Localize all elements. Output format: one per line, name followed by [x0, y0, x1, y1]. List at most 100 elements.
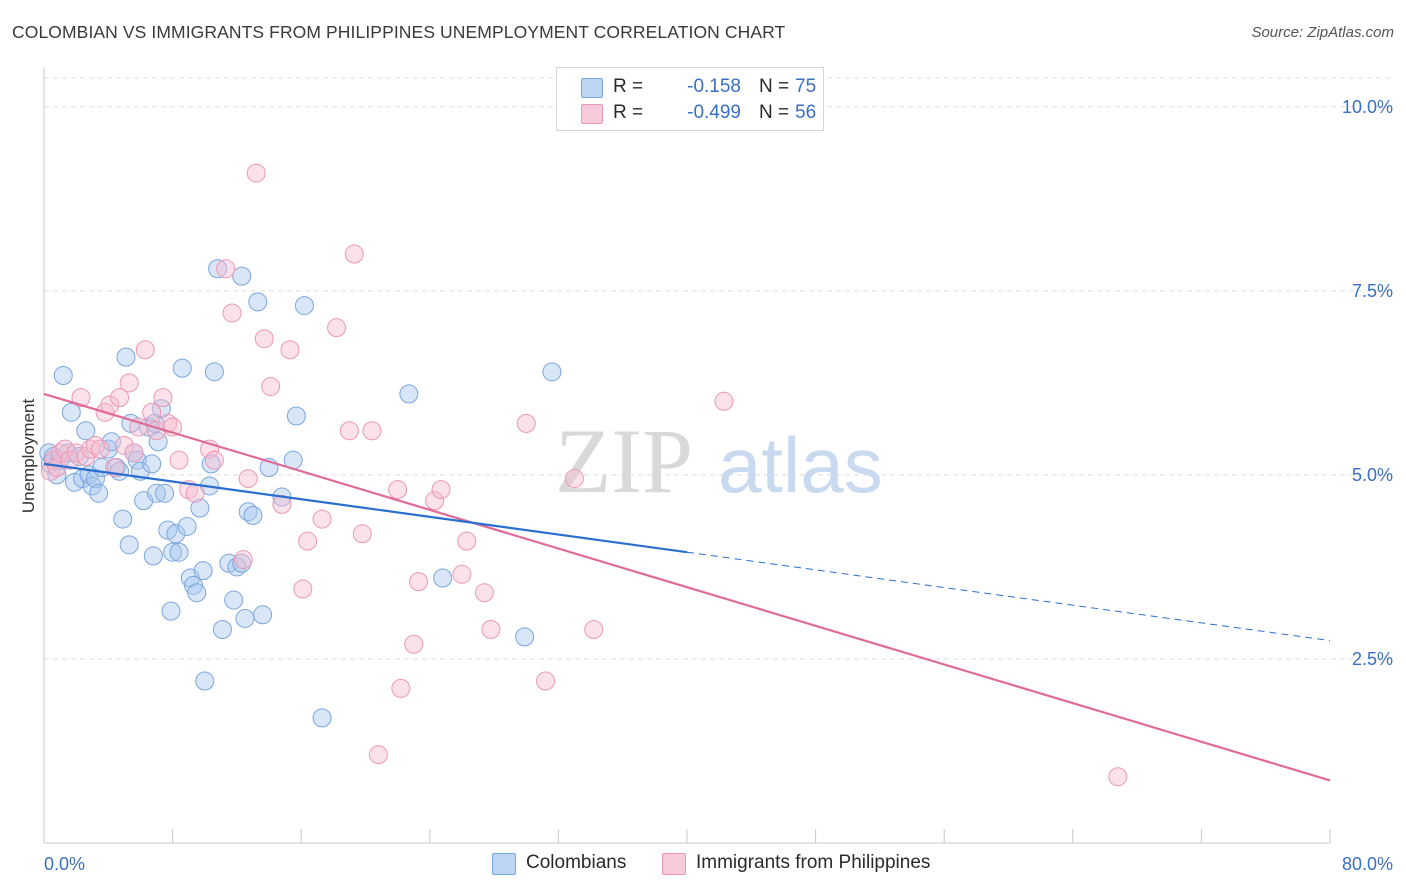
legend-r-value: -0.158 [687, 76, 741, 97]
data-point-colombians [169, 542, 189, 562]
data-point-philippines [564, 469, 584, 489]
data-point-colombians [515, 627, 535, 647]
data-point-colombians [312, 708, 332, 728]
data-point-colombians [76, 421, 96, 441]
data-point-colombians [212, 620, 232, 640]
data-point-philippines [272, 494, 292, 514]
data-point-colombians [147, 483, 167, 503]
data-point-colombians [224, 590, 244, 610]
data-point-philippines [409, 572, 429, 592]
y-axis-label: Unemployment [19, 399, 38, 514]
data-point-philippines [261, 377, 281, 397]
y-tick-label: 7.5% [1352, 281, 1393, 301]
legend-n-label: N = [759, 76, 790, 97]
data-point-colombians [113, 509, 133, 529]
data-point-philippines [233, 550, 253, 570]
data-point-philippines [66, 443, 86, 463]
axes [43, 68, 1331, 844]
data-point-colombians [542, 362, 562, 382]
data-point-colombians [116, 347, 136, 367]
data-point-philippines [135, 340, 155, 360]
legend-swatch-pink [581, 104, 603, 124]
data-point-colombians [204, 362, 224, 382]
tick-labels: 2.5% 5.0% 7.5% 10.0% 0.0% 80.0% [44, 97, 1393, 874]
data-point-philippines [474, 583, 494, 603]
watermark-zip: ZIP [555, 410, 693, 512]
data-point-philippines [60, 450, 80, 470]
data-point-philippines [119, 373, 139, 393]
source-label: Source: ZipAtlas.com [1251, 24, 1394, 41]
data-point-philippines [312, 509, 332, 529]
legend-r-label: R = [613, 76, 644, 97]
data-point-colombians [253, 605, 273, 625]
data-point-philippines [280, 340, 300, 360]
data-point-philippines [352, 524, 372, 544]
data-point-colombians [119, 535, 139, 555]
x-tick-label: 0.0% [44, 854, 85, 874]
data-point-philippines [40, 461, 60, 481]
data-point-colombians [232, 266, 252, 286]
data-point-philippines [153, 388, 173, 408]
y-tick-label: 10.0% [1342, 97, 1393, 117]
legend-label: Colombians [526, 852, 627, 873]
data-point-philippines [90, 439, 110, 459]
data-point-philippines [142, 402, 162, 422]
data-point-philippines [238, 469, 258, 489]
series-philippines [40, 163, 1128, 787]
legend-swatch-blue [581, 78, 603, 98]
data-point-philippines [339, 421, 359, 441]
data-point-colombians [399, 384, 419, 404]
grid-lines [44, 77, 1392, 660]
data-point-philippines [1108, 767, 1128, 787]
y-tick-label: 5.0% [1352, 465, 1393, 485]
data-point-colombians [172, 358, 192, 378]
data-point-philippines [452, 564, 472, 584]
trend-line-philippines [43, 392, 1331, 782]
data-point-philippines [246, 163, 266, 183]
data-point-colombians [248, 292, 268, 312]
data-point-colombians [208, 259, 228, 279]
data-point-colombians [53, 366, 73, 386]
data-point-philippines [222, 303, 242, 323]
legend-r-label: R = [613, 102, 644, 123]
data-point-colombians [433, 568, 453, 588]
data-point-colombians [286, 406, 306, 426]
legend-r-value: -0.499 [687, 102, 741, 123]
data-point-colombians [163, 542, 183, 562]
data-point-colombians [235, 608, 255, 628]
data-point-philippines [344, 244, 364, 264]
legend-n-label: N = [759, 102, 790, 123]
data-point-philippines [327, 318, 347, 338]
legend-n-value: 75 [795, 76, 817, 97]
data-point-philippines [431, 480, 451, 500]
data-point-colombians [190, 498, 210, 518]
trend-line-colombians [43, 462, 688, 554]
y-tick-label: 2.5% [1352, 649, 1393, 669]
data-point-philippines [388, 480, 408, 500]
trend-lines [43, 392, 1331, 782]
data-point-colombians [161, 601, 181, 621]
data-point-philippines [204, 450, 224, 470]
legend-swatch-pink [662, 853, 686, 875]
legend-label: Immigrants from Philippines [696, 852, 931, 873]
data-point-philippines [404, 634, 424, 654]
data-point-colombians [89, 483, 109, 503]
data-point-colombians [195, 671, 215, 691]
data-point-philippines [368, 745, 388, 765]
data-point-colombians [294, 296, 314, 316]
legend-n-value: 56 [795, 102, 817, 123]
data-point-philippines [584, 620, 604, 640]
data-point-colombians [177, 516, 197, 536]
data-point-philippines [185, 483, 205, 503]
data-point-philippines [216, 259, 236, 279]
legend-swatch-blue [492, 853, 516, 875]
data-point-philippines [169, 450, 189, 470]
data-point-colombians [201, 454, 221, 474]
data-point-colombians [61, 402, 81, 422]
data-point-colombians [187, 583, 207, 603]
series-colombians [39, 259, 562, 728]
data-point-philippines [457, 531, 477, 551]
data-point-philippines [425, 491, 445, 511]
trend-line-colombians-extension [686, 551, 1331, 642]
